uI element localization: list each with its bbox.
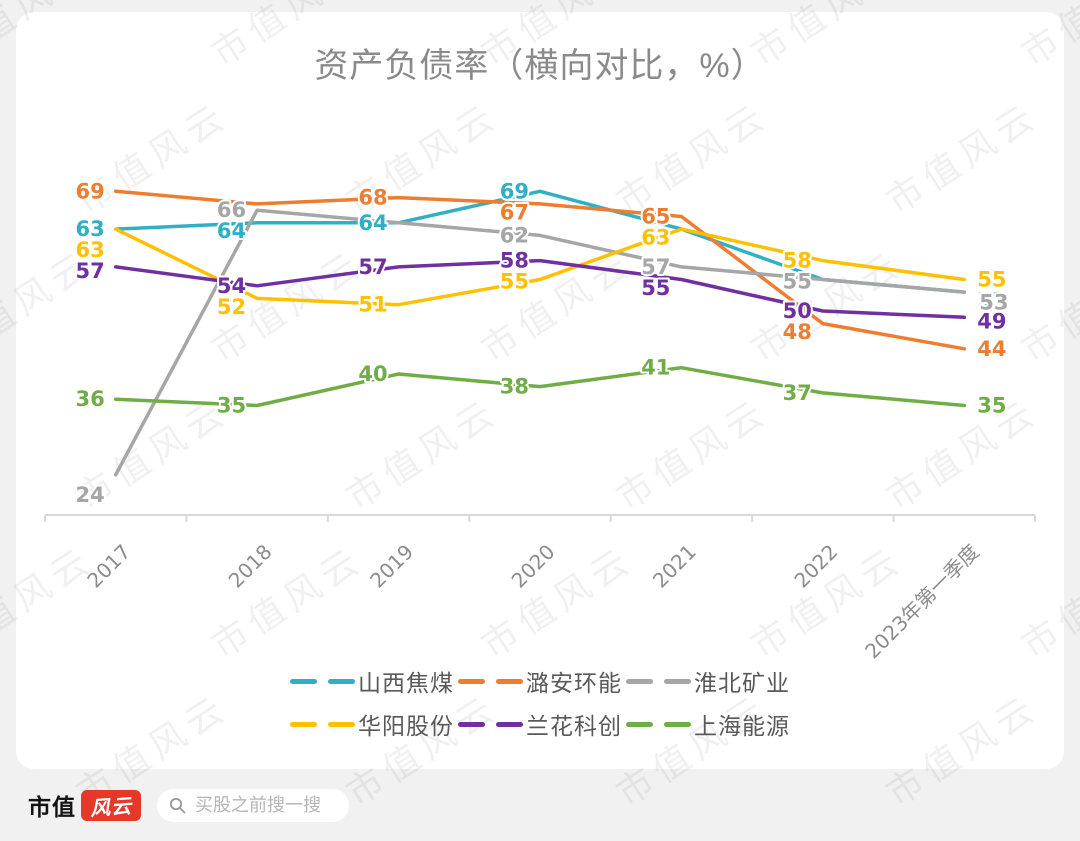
legend-dash-icon [458,721,485,727]
svg-text:63: 63 [75,217,104,241]
svg-text:57: 57 [641,255,670,279]
svg-text:66: 66 [217,198,246,222]
legend-label: 上海能源 [694,713,790,739]
svg-text:64: 64 [217,219,246,243]
legend-item-huaibei-kuangye: 淮北矿业 [624,664,792,698]
legend-dash-icon [496,678,523,684]
svg-text:55: 55 [977,268,1006,292]
svg-text:51: 51 [358,293,387,317]
svg-text:35: 35 [217,394,246,418]
svg-text:44: 44 [977,337,1006,361]
svg-text:57: 57 [75,259,104,283]
legend-item-huayang-gufen: 华阳股份 [288,707,456,741]
legend-dash-icon [458,678,485,684]
svg-text:64: 64 [358,211,387,235]
legend-dash-icon [664,678,691,684]
svg-text:40: 40 [358,362,387,386]
legend-row-2: 华阳股份 兰花科创 上海能源 [288,707,792,741]
legend-dash-icon [664,721,691,727]
svg-text:36: 36 [75,387,104,411]
svg-text:2018: 2018 [224,540,277,593]
svg-text:53: 53 [979,291,1008,315]
chart-card: 资产负债率（横向对比，%） 2017 2018 2019 2020 2021 2022 20… [16,12,1064,769]
svg-text:38: 38 [500,375,529,399]
svg-text:50: 50 [783,299,812,323]
legend-dash-icon [496,721,523,727]
bottom-bar: 市值 风云 [0,769,1080,841]
legend-dash-icon [290,721,317,727]
svg-text:35: 35 [977,394,1006,418]
svg-text:54: 54 [217,274,246,298]
svg-text:49: 49 [977,310,1006,334]
line-chart: 2017 2018 2019 2020 2021 2022 2023年第一季度6963635… [44,177,1036,664]
svg-text:48: 48 [783,320,812,344]
brand-name: 市值 [28,794,76,820]
svg-text:55: 55 [783,270,812,294]
brand-logo-text: 风云 [89,795,133,820]
legend-label: 山西焦煤 [358,670,454,696]
chart-legend: 山西焦煤 潞安环能 淮北矿业 华阳股份 兰花科创 上海能源 [16,664,1064,741]
svg-text:2017: 2017 [82,540,135,593]
svg-text:55: 55 [500,270,529,294]
legend-label: 淮北矿业 [694,670,790,696]
svg-text:62: 62 [500,223,529,247]
search-icon [169,797,186,813]
svg-text:2021: 2021 [648,540,701,593]
legend-row-1: 山西焦煤 潞安环能 淮北矿业 [288,664,792,698]
svg-text:24: 24 [75,483,104,507]
legend-dash-icon [328,678,355,684]
svg-text:52: 52 [217,295,246,319]
svg-text:2023年第一季度: 2023年第一季度 [860,540,984,664]
svg-text:68: 68 [358,186,387,210]
svg-text:67: 67 [500,200,529,224]
brand-logo: 风云 [81,789,141,821]
legend-item-shanxi-jiaomei: 山西焦煤 [288,664,456,698]
svg-text:57: 57 [358,255,387,279]
legend-item-lanhua-kechuang: 兰花科创 [456,707,624,741]
svg-text:58: 58 [783,249,812,273]
svg-text:69: 69 [500,179,529,203]
svg-text:58: 58 [500,249,529,273]
search-bar[interactable] [157,788,349,822]
svg-text:65: 65 [641,205,670,229]
svg-text:63: 63 [75,238,104,262]
svg-text:55: 55 [641,276,670,300]
legend-item-luan-huanneng: 潞安环能 [456,664,624,698]
svg-text:53: 53 [977,289,1006,313]
legend-item-shanghai-nengyuan: 上海能源 [624,707,792,741]
legend-dash-icon [290,678,317,684]
svg-text:63: 63 [641,226,670,250]
legend-dash-icon [626,678,653,684]
svg-text:69: 69 [75,179,104,203]
legend-label: 潞安环能 [526,670,622,696]
legend-label: 华阳股份 [358,713,454,739]
legend-dash-icon [626,721,653,727]
svg-text:37: 37 [783,381,812,405]
svg-text:2019: 2019 [365,540,418,593]
svg-text:2020: 2020 [507,540,560,593]
legend-dash-icon [328,721,355,727]
svg-text:41: 41 [641,356,670,380]
chart-title: 资产负债率（横向对比，%） [314,47,766,85]
legend-label: 兰花科创 [526,713,622,739]
search-input[interactable] [193,793,347,817]
svg-text:2022: 2022 [789,540,842,593]
